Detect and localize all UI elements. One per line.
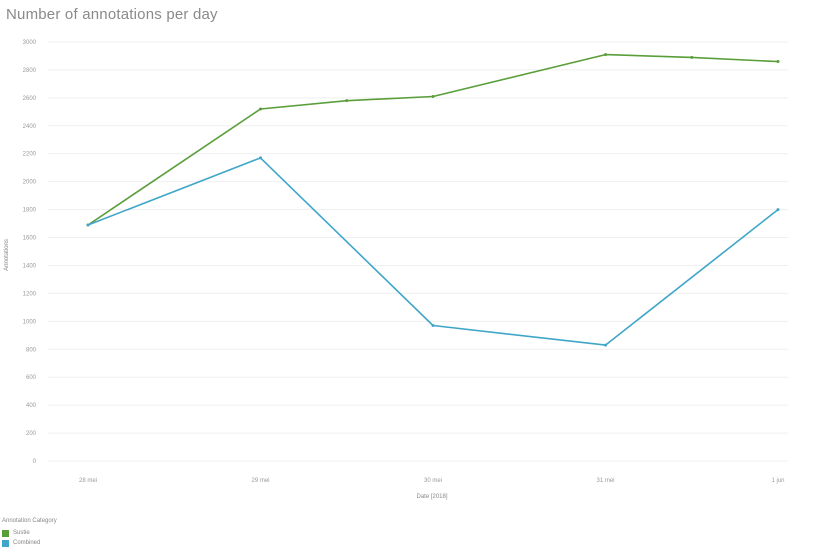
- legend-items: Sustie Combined: [2, 528, 57, 548]
- y-tick-label: 1400: [23, 263, 37, 269]
- x-tick-label: 30 mei: [424, 478, 442, 484]
- data-point: [86, 223, 90, 227]
- series-line-sustie: [87, 53, 779, 226]
- legend-label: Combined: [13, 540, 41, 546]
- data-point: [259, 107, 262, 111]
- y-tick-label: 1200: [23, 291, 37, 297]
- y-tick-label: 2800: [23, 68, 37, 74]
- legend-swatch: [2, 529, 9, 537]
- x-tick-label: 31 mei: [596, 478, 614, 484]
- y-tick-label: 2000: [23, 180, 37, 186]
- x-tick-label: 28 mei: [79, 478, 97, 484]
- y-tick-label: 400: [26, 403, 37, 409]
- y-tick-label: 2400: [23, 124, 37, 130]
- y-tick-label: 0: [33, 459, 37, 465]
- y-tick-label: 1600: [23, 236, 37, 242]
- data-point: [259, 156, 262, 160]
- y-axis-ticks: 0 200 400 600 800 1000 1200 1400 1600 1800 2000 220…: [23, 40, 37, 465]
- legend: Annotation Category Sustie Combined: [2, 518, 57, 548]
- y-tick-label: 200: [26, 431, 37, 437]
- x-tick-label: 1 jun: [771, 478, 784, 484]
- chart-title: Number of annotations per day: [6, 6, 218, 23]
- data-point: [604, 53, 607, 57]
- x-axis-title: Date [2018]: [416, 494, 447, 500]
- data-point: [431, 94, 435, 98]
- legend-item[interactable]: Sustie: [2, 528, 57, 538]
- series-line-combined: [87, 157, 779, 346]
- y-tick-label: 1800: [23, 208, 37, 214]
- gridlines: [48, 41, 788, 462]
- data-point: [776, 60, 780, 64]
- x-tick-label: 29 mei: [251, 478, 269, 484]
- data-point: [431, 324, 435, 328]
- x-axis-ticks: 28 mei 29 mei 30 mei 31 mei 1 jun: [79, 478, 785, 484]
- data-point: [776, 208, 780, 212]
- y-tick-label: 2200: [23, 152, 37, 158]
- y-tick-label: 3000: [23, 40, 37, 46]
- legend-swatch: [2, 539, 9, 547]
- data-point: [690, 55, 694, 59]
- legend-label: Sustie: [13, 530, 30, 536]
- y-tick-label: 1000: [23, 319, 37, 325]
- y-tick-label: 600: [26, 375, 37, 381]
- legend-title: Annotation Category: [2, 518, 57, 524]
- y-tick-label: 2600: [23, 96, 37, 102]
- line-chart: 0 200 400 600 800 1000 1200 1400 1600 1800 2000 220…: [4, 40, 788, 500]
- data-point: [604, 343, 607, 347]
- y-axis-title: Annotations: [4, 239, 10, 271]
- series-lines: [86, 53, 780, 347]
- data-point: [345, 99, 349, 103]
- legend-item[interactable]: Combined: [2, 538, 57, 548]
- y-tick-label: 800: [26, 347, 37, 353]
